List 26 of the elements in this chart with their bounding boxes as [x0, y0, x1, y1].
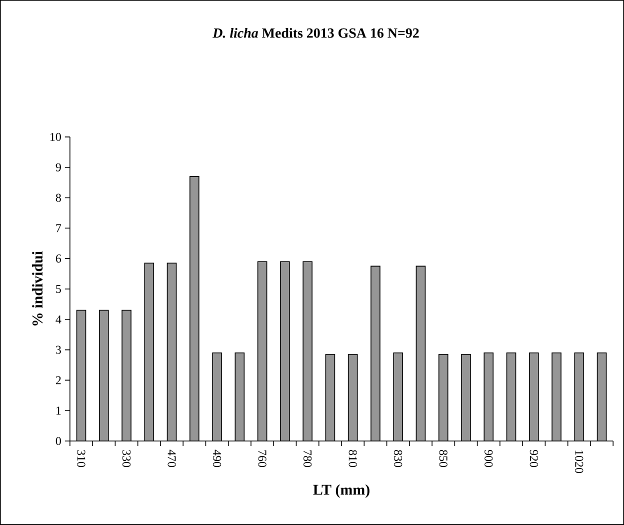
x-tick-label: 310	[77, 450, 86, 468]
y-tick-label: 9	[56, 163, 61, 172]
y-tick-label: 4	[56, 315, 62, 324]
x-tick-label: 470	[168, 450, 176, 468]
y-tick-label: 6	[56, 254, 62, 263]
y-tick-label: 8	[56, 194, 61, 202]
y-tick-label: 7	[56, 224, 62, 232]
x-tick-label: 490	[213, 450, 222, 468]
y-tick-label: 0	[56, 437, 61, 446]
x-axis-title: LT (mm)	[313, 484, 370, 498]
y-tick-label: 2	[56, 376, 61, 384]
x-tick-label: 780	[304, 450, 312, 468]
x-tick-label: 900	[484, 450, 493, 468]
x-tick-label: 1020	[575, 450, 584, 474]
y-axis-title: % individui	[32, 251, 43, 326]
x-tick-label: 760	[258, 450, 266, 468]
y-tick-label: 3	[56, 346, 61, 354]
x-tick-label: 810	[348, 450, 357, 468]
chart-title: D. licha Medits 2013 GSA 16 N=92	[212, 28, 419, 38]
y-tick-label: 10	[50, 132, 61, 141]
x-tick-label: 830	[394, 450, 402, 468]
x-tick-label: 850	[439, 450, 448, 468]
y-tick-label: 1	[56, 406, 61, 415]
x-tick-label: 920	[530, 450, 538, 468]
x-tick-label: 330	[122, 450, 131, 468]
y-tick-label: 5	[56, 285, 61, 293]
